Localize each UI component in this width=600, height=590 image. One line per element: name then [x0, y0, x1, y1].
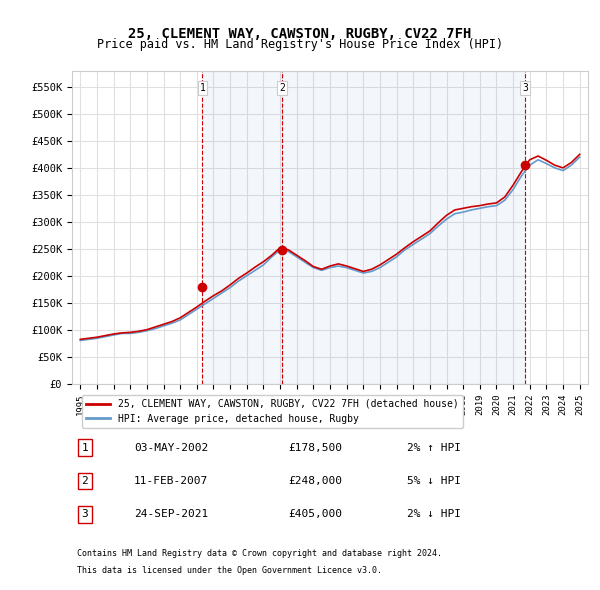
Text: 1: 1 — [200, 83, 205, 93]
Text: £178,500: £178,500 — [289, 442, 343, 453]
Text: 24-SEP-2021: 24-SEP-2021 — [134, 509, 208, 519]
Text: £405,000: £405,000 — [289, 509, 343, 519]
Text: 2: 2 — [82, 476, 88, 486]
Text: This data is licensed under the Open Government Licence v3.0.: This data is licensed under the Open Gov… — [77, 566, 382, 575]
Text: Contains HM Land Registry data © Crown copyright and database right 2024.: Contains HM Land Registry data © Crown c… — [77, 549, 442, 558]
Text: 1: 1 — [82, 442, 88, 453]
Text: £248,000: £248,000 — [289, 476, 343, 486]
Text: 2% ↓ HPI: 2% ↓ HPI — [407, 509, 461, 519]
Bar — [202, 71, 282, 384]
Text: 3: 3 — [82, 509, 88, 519]
Text: 03-MAY-2002: 03-MAY-2002 — [134, 442, 208, 453]
Text: 5% ↓ HPI: 5% ↓ HPI — [407, 476, 461, 486]
Legend: 25, CLEMENT WAY, CAWSTON, RUGBY, CV22 7FH (detached house), HPI: Average price, : 25, CLEMENT WAY, CAWSTON, RUGBY, CV22 7F… — [82, 395, 463, 428]
Text: Price paid vs. HM Land Registry's House Price Index (HPI): Price paid vs. HM Land Registry's House … — [97, 38, 503, 51]
Text: 25, CLEMENT WAY, CAWSTON, RUGBY, CV22 7FH: 25, CLEMENT WAY, CAWSTON, RUGBY, CV22 7F… — [128, 27, 472, 41]
Text: 11-FEB-2007: 11-FEB-2007 — [134, 476, 208, 486]
Text: 2% ↑ HPI: 2% ↑ HPI — [407, 442, 461, 453]
Bar — [282, 71, 525, 384]
Text: 3: 3 — [523, 83, 528, 93]
Text: 2: 2 — [279, 83, 285, 93]
